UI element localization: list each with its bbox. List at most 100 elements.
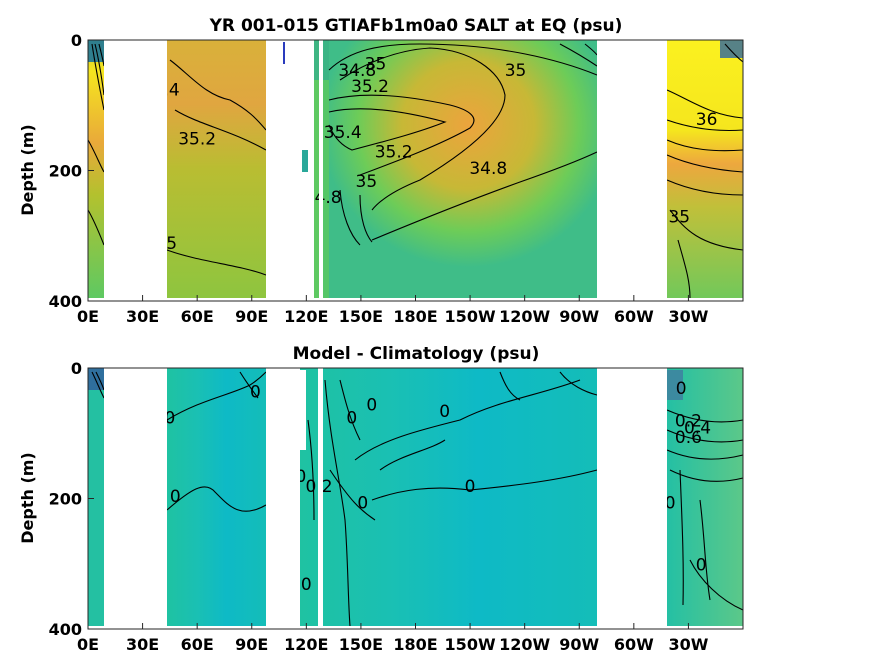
salt-contour-line <box>669 209 744 251</box>
salt-contour-line <box>339 189 361 246</box>
diff-contour-line <box>559 371 598 396</box>
x-tick-label: 90E <box>235 635 268 654</box>
diff-contour-line <box>379 439 446 471</box>
contour-label: 0 <box>465 477 476 497</box>
x-tick-label: 150W <box>445 635 496 654</box>
contour-label: 0 <box>439 402 450 422</box>
diff-contour-line <box>499 371 521 401</box>
salt-contour-line <box>98 43 105 67</box>
contour-label: 0 <box>346 408 357 428</box>
salt-contour-line <box>169 59 267 131</box>
salt-field-atlantic <box>667 40 743 298</box>
contour-label: 0 <box>665 493 676 513</box>
contour-label: 0 <box>164 408 175 428</box>
contour-label: 0.2 <box>675 412 702 432</box>
diff-contour-line <box>239 371 259 399</box>
x-tick-label: 120E <box>284 307 328 326</box>
x-tick-label: 0E <box>77 635 99 654</box>
diff-panel-title: Model - Climatology (psu) <box>293 344 540 364</box>
x-tick-label: 180E <box>393 307 437 326</box>
salt-contour-line <box>87 209 105 246</box>
diff-contour-line <box>666 449 744 460</box>
contour-label: 0.6 <box>675 428 702 448</box>
contour-label: 34.8 <box>338 61 376 81</box>
y-tick-label: 200 <box>49 162 82 181</box>
contour-label: 0.4 <box>684 418 711 438</box>
salt-contour-line <box>724 43 744 63</box>
salt-panel-title: YR 001-015 GTIAFb1m0a0 SALT at EQ (psu) <box>209 16 623 36</box>
diff-contour-line <box>324 379 351 627</box>
diff-contour-line <box>666 429 744 443</box>
contour-label: 35.2 <box>351 77 389 97</box>
contour-label: 36 <box>696 110 718 130</box>
salt-contour-line <box>559 43 598 67</box>
salt-contour-line <box>666 139 744 152</box>
contour-label: 0 <box>357 493 368 513</box>
diff-contour-line <box>166 371 267 421</box>
salt-contour-line <box>328 94 475 176</box>
contour-label: 35 <box>668 208 690 228</box>
diff-contour-line <box>95 371 105 391</box>
salt-panel: YR 001-015 GTIAFb1m0a0 SALT at EQ (psu) <box>18 16 744 326</box>
salt-field-indian-ocean <box>167 40 266 298</box>
salt-field-pacific <box>329 40 597 298</box>
diff-contour-line <box>166 486 267 512</box>
x-tick-label: 90E <box>235 307 268 326</box>
diff-contour-line <box>91 371 105 399</box>
x-tick-label: 60E <box>181 307 214 326</box>
salt-field-west-africa <box>88 40 104 298</box>
contour-label: 0 <box>366 395 377 415</box>
diff-contour-line <box>669 469 744 482</box>
diff-field-west-africa <box>88 368 104 626</box>
contour-label: 0 <box>170 487 181 507</box>
contour-label: 0 <box>295 467 306 487</box>
diff-land-mask <box>88 368 743 629</box>
salt-x-axis: 0E 30E 60E 90E 120E 150E 180E 150W 120W 90W 60W 30W <box>77 295 709 326</box>
contour-label: 35 <box>505 61 527 81</box>
contour-label: 35 <box>356 172 378 192</box>
diff-contour-line <box>307 419 315 521</box>
x-tick-label: 150W <box>445 307 496 326</box>
x-tick-label: 90W <box>559 307 599 326</box>
diff-field-anomaly-east <box>667 370 683 400</box>
diff-contour-line <box>329 469 376 521</box>
salt-contours <box>87 43 744 299</box>
salt-y-axis: 0 200 400 <box>49 31 94 311</box>
salt-contour-line <box>166 249 267 276</box>
x-tick-label: 30W <box>668 307 708 326</box>
salt-contour-line <box>666 119 744 132</box>
salt-contour-line <box>94 43 105 96</box>
x-tick-label: 180E <box>393 635 437 654</box>
diff-panel: Model - Climatology (psu) <box>18 344 744 654</box>
x-tick-label: 120W <box>499 635 550 654</box>
contour-label: 35.4 <box>324 123 362 143</box>
salt-field-fresh-east <box>720 40 743 58</box>
salt-contour-line <box>677 239 691 299</box>
contour-label: 35.2 <box>178 129 216 149</box>
salt-contour-line <box>91 43 105 111</box>
x-tick-label: 60E <box>181 635 214 654</box>
salt-contour-line <box>339 47 506 211</box>
salt-contour-line <box>666 154 744 173</box>
salt-contour-line <box>584 43 598 56</box>
x-tick-label: 60W <box>614 635 654 654</box>
salt-contour-line <box>328 43 598 76</box>
x-tick-label: 30E <box>126 635 159 654</box>
salt-contour-line <box>174 109 267 151</box>
x-tick-label: 60W <box>614 307 654 326</box>
contour-label: 35.2 <box>375 142 413 162</box>
contour-label: 0 <box>696 555 707 575</box>
diff-y-axis: 0 200 400 <box>49 359 94 639</box>
diff-y-axis-label: Depth (m) <box>18 452 37 544</box>
y-tick-label: 0 <box>71 31 82 50</box>
y-tick-label: 0 <box>71 359 82 378</box>
diff-contours <box>91 371 744 627</box>
salt-field-fresh-west <box>88 40 104 62</box>
salt-contour-line <box>666 89 744 119</box>
salt-field-maritime-strip-2 <box>323 40 329 298</box>
x-tick-label: 150E <box>339 635 383 654</box>
salt-contour-line <box>359 194 373 243</box>
diff-contour-line <box>371 469 598 501</box>
